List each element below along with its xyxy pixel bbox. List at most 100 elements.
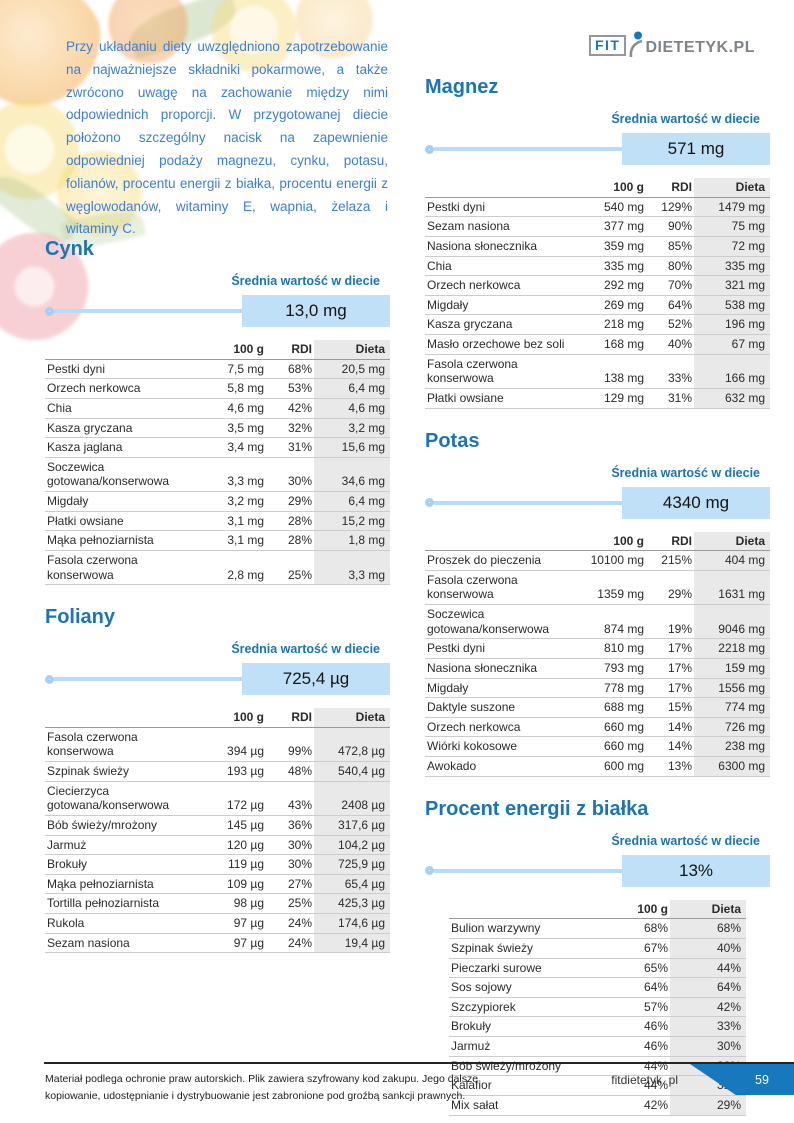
value-cell: 17% xyxy=(646,658,694,679)
timeline-dot-icon xyxy=(425,866,434,876)
average-row: 4340 mg xyxy=(425,486,770,519)
page-footer: Materiał podlega ochronie praw autorskic… xyxy=(0,1062,794,1123)
value-cell: 28% xyxy=(266,530,314,551)
value-cell: 1631 mg xyxy=(694,570,770,606)
table-row: Orzech nerkowca 292 mg 70% 321 mg xyxy=(425,275,770,296)
value-cell: 97 µg xyxy=(202,933,266,954)
value-cell: 57% xyxy=(602,997,670,1018)
value-cell: 138 mg xyxy=(582,354,646,389)
value-cell: 17% xyxy=(646,678,694,699)
food-name: Tortilla pełnoziarnista xyxy=(45,893,202,914)
value-cell: 33% xyxy=(646,354,694,389)
average-row: 725,4 µg xyxy=(45,663,390,696)
table-row: Soczewica gotowana/konserwowa 874 mg 19% 90… xyxy=(425,604,770,640)
left-column: Cynk Średnia wartość w diecie 13,0 mg 10… xyxy=(45,238,390,954)
food-name: Chia xyxy=(425,256,582,277)
column-header: 100 g xyxy=(202,708,266,728)
table-header-row: 100 g Dieta xyxy=(449,899,746,920)
food-name: Sezam nasiona xyxy=(45,933,202,954)
food-name: Szczypiorek xyxy=(449,997,602,1018)
table-row: Soczewica gotowana/konserwowa 3,3 mg 30% 34… xyxy=(45,457,390,493)
value-cell: 24% xyxy=(266,913,314,934)
value-cell: 317,6 µg xyxy=(314,815,390,836)
value-cell: 68% xyxy=(602,918,670,939)
table-row: Fasola czerwona konserwowa 138 mg 33% 166 m… xyxy=(425,354,770,389)
footer-divider xyxy=(44,1062,794,1064)
value-cell: 3,1 mg xyxy=(202,530,266,551)
food-name: Jarmuż xyxy=(45,835,202,856)
average-value-widget: Średnia wartość w diecie 571 mg xyxy=(425,112,770,165)
table-row: Pestki dyni 810 mg 17% 2218 mg xyxy=(425,638,770,659)
value-cell: 32% xyxy=(266,418,314,439)
food-name: Masło orzechowe bez soli xyxy=(425,334,582,355)
footer-site-name: fitdietetyk. pl xyxy=(611,1073,678,1087)
table-row: Nasiona słonecznika 359 mg 85% 72 mg xyxy=(425,236,770,257)
table-row: Chia 4,6 mg 42% 4,6 mg xyxy=(45,398,390,419)
timeline-dot-icon xyxy=(425,498,434,507)
value-cell: 14% xyxy=(646,736,694,757)
table-row: Sos sojowy 64% 64% xyxy=(449,977,746,998)
table-row: Mąka pełnoziarnista 3,1 mg 28% 1,8 mg xyxy=(45,530,390,551)
value-cell: 19,4 µg xyxy=(314,933,390,954)
food-name: Sos sojowy xyxy=(449,977,602,998)
value-cell: 193 µg xyxy=(202,761,266,782)
food-name: Orzech nerkowca xyxy=(425,275,582,296)
value-cell: 67 mg xyxy=(694,334,770,355)
column-header-empty xyxy=(449,899,602,920)
value-cell: 335 mg xyxy=(582,256,646,277)
table-row: Migdały 269 mg 64% 538 mg xyxy=(425,295,770,316)
value-cell: 3,4 mg xyxy=(202,437,266,458)
value-cell: 46% xyxy=(602,1016,670,1037)
average-value-widget: Średnia wartość w diecie 4340 mg xyxy=(425,466,770,519)
person-icon xyxy=(630,31,643,57)
value-cell: 6300 mg xyxy=(694,756,770,777)
table-row: Migdały 3,2 mg 29% 6,4 mg xyxy=(45,491,390,512)
column-header: Dieta xyxy=(694,531,770,552)
value-cell: 53% xyxy=(266,378,314,399)
value-cell: 119 µg xyxy=(202,854,266,875)
value-cell: 97 µg xyxy=(202,913,266,934)
value-cell: 3,2 mg xyxy=(314,418,390,439)
value-cell: 109 µg xyxy=(202,874,266,895)
copyright-line2: kopiowanie, udostępnianie i dystrybuowan… xyxy=(45,1089,466,1102)
value-cell: 64% xyxy=(602,977,670,998)
table-row: Migdały 778 mg 17% 1556 mg xyxy=(425,678,770,699)
value-cell: 30% xyxy=(266,457,314,493)
food-name: Kasza jaglana xyxy=(45,437,202,458)
value-cell: 27% xyxy=(266,874,314,895)
food-name: Daktyle suszone xyxy=(425,697,582,718)
food-name: Wiórki kokosowe xyxy=(425,736,582,757)
section-procent-energii-z-bialka: Procent energii z białka Średnia wartość… xyxy=(425,798,770,1116)
average-value: 13% xyxy=(622,854,770,887)
value-cell: 9046 mg xyxy=(694,604,770,640)
value-cell: 46% xyxy=(602,1036,670,1057)
table-row: Brokuły 119 µg 30% 725,9 µg xyxy=(45,854,390,875)
value-cell: 90% xyxy=(646,216,694,237)
food-name: Kalafior xyxy=(449,1075,602,1096)
value-cell: 36% xyxy=(266,815,314,836)
food-name: Szpinak świeży xyxy=(449,938,602,959)
nutrient-table-potas: 100 g RDI Dieta Proszek do pieczenia 10100 m… xyxy=(425,531,770,777)
value-cell: 1556 mg xyxy=(694,678,770,699)
timeline-dot-icon xyxy=(45,674,54,684)
value-cell: 17% xyxy=(646,638,694,659)
column-header: RDI xyxy=(266,340,314,360)
value-cell: 660 mg xyxy=(582,717,646,738)
section-title: Foliany xyxy=(45,606,116,629)
nutrient-table-bialko: 100 g Dieta Bulion warzywny 68% 68% Szpinak ś… xyxy=(449,899,746,1116)
table-row: Pestki dyni 540 mg 129% 1479 mg xyxy=(425,197,770,218)
value-cell: 29% xyxy=(646,570,694,606)
table-header-row: 100 g RDI Dieta xyxy=(45,340,390,360)
timeline-dot-icon xyxy=(425,144,434,154)
average-label: Średnia wartość w diecie xyxy=(611,833,760,848)
value-cell: 377 mg xyxy=(582,216,646,237)
table-row: Fasola czerwona konserwowa 2,8 mg 25% 3,3 m… xyxy=(45,550,390,586)
table-row: Orzech nerkowca 660 mg 14% 726 mg xyxy=(425,717,770,738)
food-name: Ciecierzyca gotowana/konserwowa xyxy=(45,781,202,816)
value-cell: 31% xyxy=(646,388,694,409)
value-cell: 64% xyxy=(646,295,694,316)
value-cell: 72 mg xyxy=(694,236,770,257)
table-row: Bulion warzywny 68% 68% xyxy=(449,918,746,939)
value-cell: 67% xyxy=(602,938,670,959)
section-title: Magnez xyxy=(425,76,499,98)
